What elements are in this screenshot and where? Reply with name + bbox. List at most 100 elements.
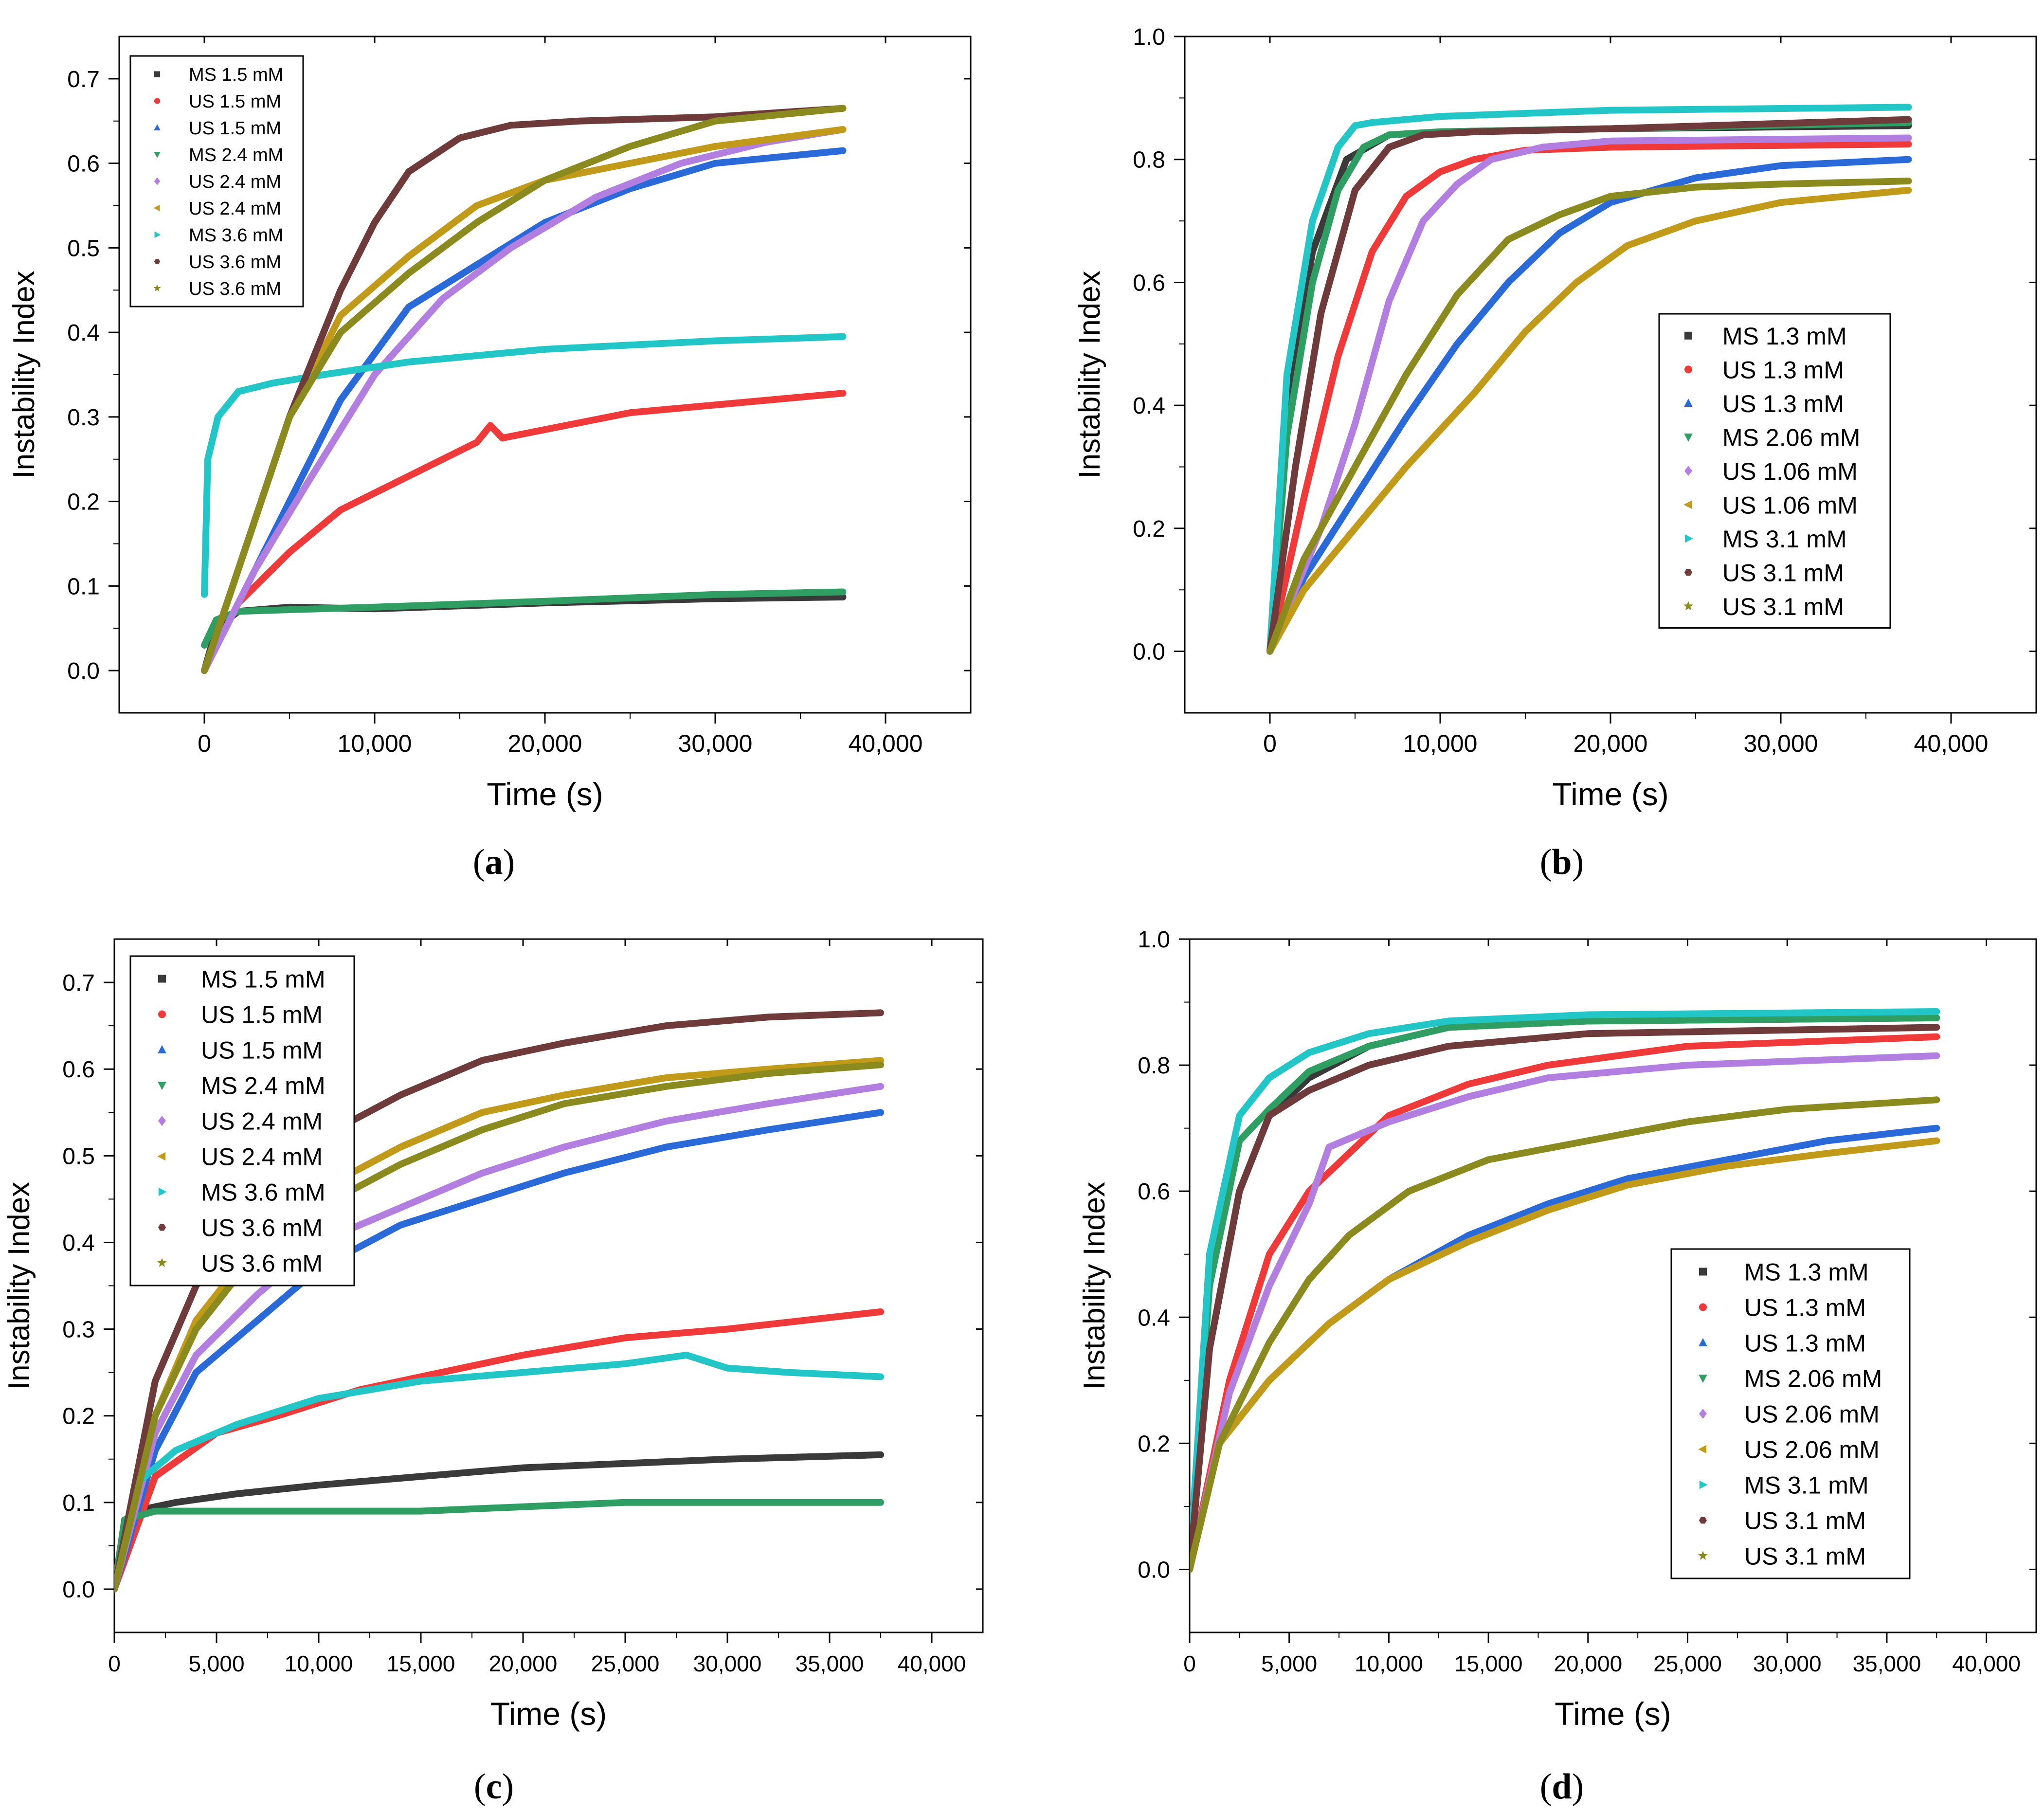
legend-marker-1 <box>154 98 161 104</box>
series-line-4 <box>201 126 847 674</box>
legend-marker-2 <box>154 124 161 130</box>
legend-box <box>1658 313 1891 629</box>
legend-marker-0 <box>154 71 161 77</box>
series-line-1 <box>114 1308 884 1593</box>
y-tick-label: 0.4 <box>1138 1305 1170 1331</box>
legend-label-6: MS 3.6 mM <box>201 1179 326 1206</box>
legend-box <box>129 955 355 1287</box>
series-line-3 <box>1190 1014 1940 1573</box>
series-line-8 <box>1266 178 1912 655</box>
x-tick-label: 40,000 <box>898 1651 966 1676</box>
x-tick-label: 25,000 <box>591 1651 660 1676</box>
y-tick-label: 0.1 <box>62 1490 95 1516</box>
series-line-1 <box>1190 1033 1940 1573</box>
legend-marker-6 <box>158 1187 167 1196</box>
y-tick-label: 0.6 <box>62 1057 95 1083</box>
legend-label-2: US 1.3 mM <box>1744 1330 1866 1357</box>
series-line-0 <box>114 1451 884 1593</box>
series-line-4 <box>1266 134 1912 655</box>
caption-c: (c) <box>473 1767 514 1807</box>
legend-label-1: US 1.5 mM <box>201 1001 323 1029</box>
x-tick-label: 10,000 <box>338 730 412 757</box>
x-tick-label: 30,000 <box>1753 1651 1822 1676</box>
legend-marker-3 <box>158 1082 166 1090</box>
y-axis-label: Instability Index <box>1078 1182 1111 1390</box>
y-tick-label: 0.6 <box>1138 1179 1170 1205</box>
legend-label-6: MS 3.6 mM <box>189 225 283 246</box>
series-line-8 <box>114 1061 884 1593</box>
legend-label-5: US 2.4 mM <box>189 199 281 219</box>
caption-a: (a) <box>472 842 515 882</box>
legend-label-1: US 1.3 mM <box>1722 356 1844 383</box>
chart-panel-a: 0 10,000 20,000 30,000 40,000 0.0 0.1 0.2 0.3 0.4… <box>7 36 972 812</box>
legend-label-2: US 1.5 mM <box>201 1037 323 1064</box>
y-axis-label: Instability Index <box>2 1182 36 1390</box>
legend-label-0: MS 1.5 mM <box>189 65 283 85</box>
legend-label-4: US 2.06 mM <box>1744 1401 1880 1428</box>
x-tick-label: 30,000 <box>693 1651 762 1676</box>
legend-label-2: US 1.3 mM <box>1722 390 1844 417</box>
x-tick-label: 10,000 <box>285 1651 353 1676</box>
x-axis-label: Time (s) <box>1552 776 1669 812</box>
legend-label-7: US 3.6 mM <box>189 252 281 272</box>
y-tick-label: 1.0 <box>1133 24 1165 50</box>
series-line-1 <box>1266 141 1912 655</box>
y-tick-label: 0.5 <box>67 236 100 261</box>
y-axis-label: Instability Index <box>1073 271 1106 478</box>
legend-marker-3 <box>1699 1375 1707 1383</box>
legend-label-7: US 3.1 mM <box>1744 1507 1866 1535</box>
series-line-8 <box>1190 1096 1940 1573</box>
series-line-2 <box>1266 156 1912 655</box>
y-tick-label: 0.2 <box>62 1404 95 1430</box>
legend-marker-6 <box>154 231 161 238</box>
x-tick-label: 20,000 <box>489 1651 558 1676</box>
series-line-2 <box>114 1109 884 1593</box>
chart-panel-b: 0 10,000 20,000 30,000 40,000 0.0 0.2 0.4 0.6 0.8… <box>1073 24 2037 812</box>
x-tick-label: 40,000 <box>849 730 923 757</box>
legend-marker-5 <box>1698 1445 1707 1454</box>
series-line-6 <box>1190 1008 1940 1573</box>
legend-label-8: US 3.1 mM <box>1722 593 1844 620</box>
legend-label-5: US 2.06 mM <box>1744 1436 1880 1464</box>
x-tick-label: 20,000 <box>508 730 582 757</box>
x-axis-label: Time (s) <box>487 776 603 812</box>
legend-marker-4 <box>1684 466 1692 476</box>
legend-label-4: US 2.4 mM <box>201 1108 323 1135</box>
y-tick-label: 0.4 <box>67 320 100 346</box>
legend-label-6: MS 3.1 mM <box>1744 1472 1869 1499</box>
legend-marker-2 <box>1699 1338 1707 1346</box>
y-tick-label: 0.7 <box>67 67 100 92</box>
legend-label-8: US 3.6 mM <box>201 1250 323 1277</box>
plot-frame <box>1189 938 2037 1633</box>
legend-label-3: MS 2.4 mM <box>189 145 283 165</box>
x-tick-label: 40,000 <box>1914 730 1989 757</box>
legend-label-2: US 1.5 mM <box>189 118 281 139</box>
legend-marker-8 <box>1683 601 1693 611</box>
caption-b: (b) <box>1539 842 1584 882</box>
legend-marker-5 <box>157 1152 166 1161</box>
series-line-7 <box>114 1009 884 1593</box>
y-tick-label: 0.0 <box>1138 1557 1170 1583</box>
y-tick-label: 0.2 <box>1133 516 1165 542</box>
y-tick-label: 0.7 <box>62 970 95 996</box>
legend-marker-4 <box>158 1116 166 1126</box>
legend-box <box>1670 1248 1911 1579</box>
legend-marker-2 <box>158 1045 166 1053</box>
y-tick-label: 0.6 <box>67 151 100 177</box>
legend-marker-0 <box>158 975 166 983</box>
x-tick-label: 15,000 <box>387 1651 455 1676</box>
y-tick-label: 0.3 <box>67 405 100 431</box>
legend-marker-8 <box>157 1258 167 1267</box>
legend-marker-8 <box>153 284 161 291</box>
chart-panel-d: 0 5,000 10,000 15,000 20,000 25,000 30,000 35,0… <box>1078 927 2037 1732</box>
legend-label-1: US 1.3 mM <box>1744 1294 1866 1322</box>
x-tick-label: 30,000 <box>1744 730 1818 757</box>
legend-marker-3 <box>154 152 161 158</box>
y-tick-label: 0.2 <box>1138 1431 1170 1457</box>
x-tick-label: 5,000 <box>188 1651 244 1676</box>
y-tick-label: 0.0 <box>67 658 100 684</box>
x-tick-label: 15,000 <box>1454 1651 1523 1676</box>
chart-panel-c: 0 5,000 10,000 15,000 20,000 25,000 30,000 35,0… <box>2 938 984 1732</box>
legend-label-8: US 3.6 mM <box>189 279 281 299</box>
